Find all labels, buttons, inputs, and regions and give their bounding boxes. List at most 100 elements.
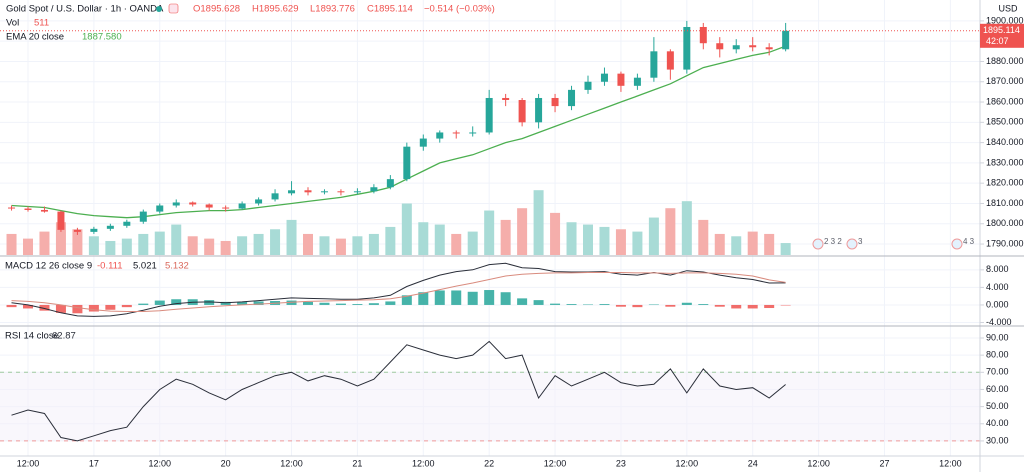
volume-bar: [615, 229, 626, 255]
candle-body: [288, 190, 296, 194]
low-label: L1893.776: [310, 4, 355, 15]
volume-bar: [583, 224, 593, 255]
event-label[interactable]: 3: [858, 237, 863, 246]
y-tick-label: 0.000: [986, 299, 1009, 309]
rsi-name[interactable]: RSI 14 close: [5, 331, 59, 342]
macd-histogram-bar: [253, 301, 264, 305]
y-tick-label: 1800.000: [986, 218, 1024, 228]
x-tick-label: 24: [748, 458, 758, 468]
macd-histogram-bar: [681, 302, 692, 305]
macd-histogram-bar: [451, 290, 462, 305]
candle-body: [205, 204, 213, 208]
volume-bar: [434, 224, 445, 255]
macd-histogram-bar: [385, 301, 396, 305]
macd-histogram-bar: [72, 304, 83, 314]
volume-bar: [566, 222, 577, 255]
candle-body: [469, 132, 477, 134]
candle-body: [732, 45, 740, 50]
candle-body: [502, 97, 510, 101]
candle-body: [782, 30, 790, 50]
volume-bar: [23, 238, 33, 255]
volume-bar: [286, 219, 297, 255]
x-tick-label: 21: [352, 458, 362, 468]
x-tick-label: 12:00: [544, 458, 567, 468]
macd-histogram-bar: [533, 300, 544, 305]
volume-bar: [632, 231, 643, 255]
candle-body: [172, 202, 180, 206]
y-tick-label: 1880.000: [986, 56, 1024, 66]
candle-body: [650, 51, 658, 78]
y-tick-label: 30.00: [986, 435, 1009, 445]
macd-histogram-bar: [747, 304, 758, 309]
x-tick-label: 12:00: [807, 458, 830, 468]
macd-histogram-bar: [418, 292, 429, 305]
macd-histogram-bar: [368, 303, 379, 305]
volume-bar: [451, 233, 462, 255]
macd-histogram-bar: [780, 304, 791, 306]
volume-bar: [764, 233, 775, 255]
ema-name[interactable]: EMA 20 close: [6, 32, 64, 43]
candle-body: [617, 73, 625, 86]
volume-bar: [352, 236, 363, 255]
volume-bar: [418, 222, 429, 255]
labels: Gold Spot / U.S. Dollar · 1h · OANDA O18…: [5, 3, 1024, 468]
candle-body: [535, 97, 543, 123]
y-tick-label: 1790.000: [986, 238, 1024, 248]
event-label[interactable]: 4 3: [963, 237, 975, 246]
x-tick-label: 12:00: [676, 458, 699, 468]
macd-histogram-bar: [154, 300, 165, 305]
y-tick-label: 60.00: [986, 384, 1009, 394]
macd-histogram-bar: [220, 301, 231, 305]
candle-body: [57, 211, 65, 230]
y-tick-label: 1820.000: [986, 178, 1024, 188]
macd-histogram-bar: [566, 304, 577, 305]
macd-histogram-bar: [665, 304, 676, 307]
candle-body: [485, 97, 493, 133]
candle-body: [633, 77, 641, 86]
volume-bar: [105, 240, 116, 255]
candle-body: [699, 26, 707, 44]
candle-body: [255, 199, 263, 204]
macd-histogram-bar: [599, 304, 610, 305]
volume-bar: [171, 224, 182, 255]
event-label[interactable]: 2 3 2: [824, 237, 842, 246]
macd-histogram-bar: [319, 302, 330, 305]
event-marker: [812, 238, 824, 250]
candle-body: [320, 191, 328, 193]
symbol-title[interactable]: Gold Spot / U.S. Dollar · 1h · OANDA: [6, 4, 164, 15]
y-tick-label: 8.000: [986, 264, 1009, 274]
macd-name[interactable]: MACD 12 26 close 9: [5, 261, 92, 272]
macd-hist-value: -0.111: [97, 261, 123, 272]
candle-body: [106, 225, 114, 229]
volume-bar: [550, 212, 561, 255]
event-marker: [951, 238, 963, 250]
volume-bar: [747, 231, 758, 255]
flag-icon[interactable]: [168, 3, 179, 14]
volume-bar: [533, 190, 544, 255]
volume-bar: [665, 208, 676, 255]
currency-label[interactable]: USD: [998, 3, 1018, 13]
volume-value: 511: [34, 18, 49, 29]
candle-body: [765, 47, 773, 50]
candle-body: [189, 202, 197, 205]
last-price-label: 1895.114: [983, 25, 1020, 35]
candle-body: [222, 207, 230, 209]
macd-histogram-bar: [171, 299, 182, 305]
y-tick-label: 80.00: [986, 350, 1009, 360]
x-tick-label: 27: [879, 458, 889, 468]
macd-histogram-bar: [583, 304, 593, 306]
volume-name[interactable]: Vol: [6, 18, 19, 29]
rsi-value: 62.87: [52, 331, 76, 342]
macd-signal-value: 5.132: [165, 261, 189, 272]
candle-body: [386, 179, 394, 188]
volume-bar: [648, 217, 659, 255]
candle-body: [716, 43, 724, 50]
candle-body: [40, 209, 48, 212]
y-tick-label: 1840.000: [986, 137, 1024, 147]
volume-bar: [467, 231, 478, 255]
grid: [0, 0, 984, 456]
macd-value: 5.021: [133, 261, 157, 272]
volume-bar: [368, 233, 379, 255]
rsi-line: [11, 340, 786, 442]
